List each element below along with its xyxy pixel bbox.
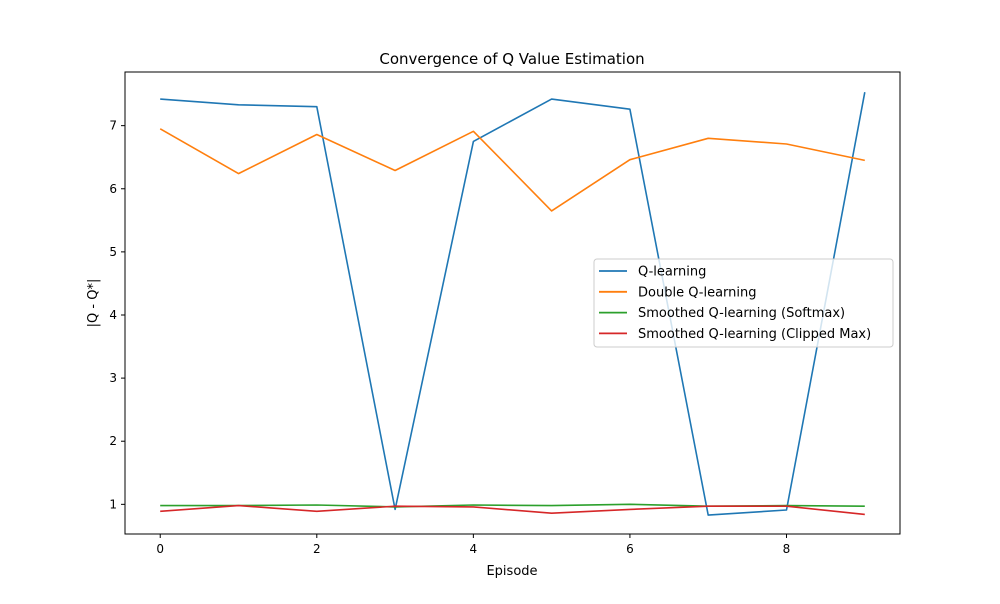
y-axis-label: |Q - Q*| <box>86 279 101 328</box>
y-tick-label: 1 <box>109 497 117 511</box>
x-axis-label: Episode <box>486 564 537 579</box>
legend-label: Double Q-learning <box>638 285 757 300</box>
y-tick-label: 5 <box>109 245 117 259</box>
legend-label: Smoothed Q-learning (Clipped Max) <box>638 327 871 342</box>
x-axis-ticks: 0 2 4 6 8 <box>156 534 790 556</box>
y-tick-label: 3 <box>109 371 117 385</box>
x-tick-label: 4 <box>470 542 478 556</box>
x-tick-label: 6 <box>626 542 634 556</box>
series-line-0 <box>160 92 866 516</box>
y-axis-ticks: 1 2 3 4 5 6 7 <box>109 119 125 511</box>
y-tick-label: 7 <box>109 119 117 133</box>
x-tick-label: 2 <box>313 542 321 556</box>
legend-label: Q-learning <box>638 265 706 280</box>
legend: Q-learning Double Q-learning Smoothed Q-le… <box>593 258 894 348</box>
series-line-1 <box>159 128 865 212</box>
chart-title: Convergence of Q Value Estimation <box>379 50 644 68</box>
series-line-3 <box>160 504 865 516</box>
x-tick-label: 8 <box>783 542 791 556</box>
y-tick-label: 2 <box>109 434 117 448</box>
x-tick-label: 0 <box>156 542 164 556</box>
plot-lines <box>159 92 866 516</box>
y-tick-label: 4 <box>109 308 117 322</box>
plot-frame <box>124 71 901 535</box>
legend-box <box>593 258 894 348</box>
legend-label: Smoothed Q-learning (Softmax) <box>638 306 845 321</box>
y-tick-label: 6 <box>109 182 117 196</box>
